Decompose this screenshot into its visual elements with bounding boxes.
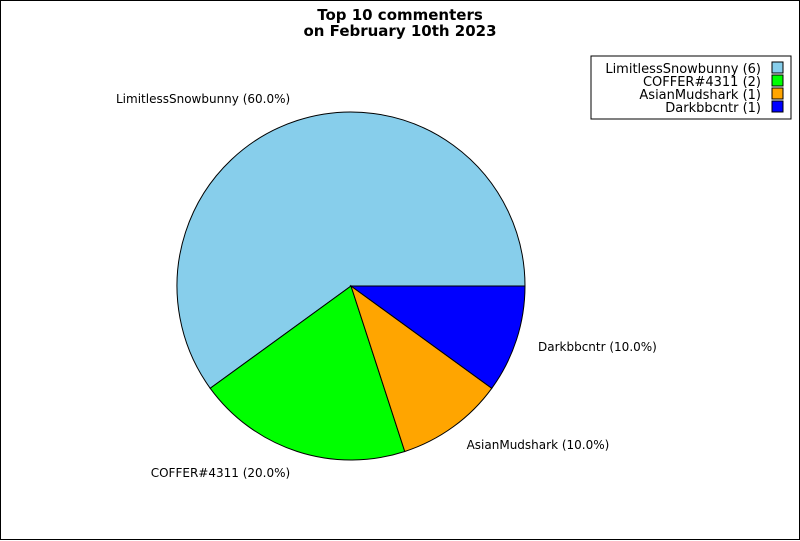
legend-swatch-asianmudshark xyxy=(771,87,784,100)
legend-swatch-darkbbcntr xyxy=(771,100,784,113)
slice-label-coffer-4311: COFFER#4311 (20.0%) xyxy=(151,466,290,480)
pie-slice-coffer-4311 xyxy=(209,285,406,461)
legend-label-darkbbcntr: Darkbbcntr (1) xyxy=(665,101,761,116)
chart-title-line-1: Top 10 commenters xyxy=(317,6,483,24)
pie-slice-darkbbcntr xyxy=(349,285,526,389)
legend-label-asianmudshark: AsianMudshark (1) xyxy=(639,88,761,103)
slice-label-darkbbcntr: Darkbbcntr (10.0%) xyxy=(538,340,657,354)
pie-slice-limitlesssnowbunny xyxy=(176,111,526,389)
legend-box xyxy=(590,55,792,120)
slice-label-limitlesssnowbunny: LimitlessSnowbunny (60.0%) xyxy=(116,92,290,106)
legend-label-coffer-4311: COFFER#4311 (2) xyxy=(643,75,761,90)
chart-title-line-2: on February 10th 2023 xyxy=(303,22,496,40)
pie-slices xyxy=(176,111,526,461)
slice-labels: LimitlessSnowbunny (60.0%) COFFER#4311 (2… xyxy=(116,92,657,480)
legend-swatch-coffer-4311 xyxy=(771,74,784,87)
pie-slice-asianmudshark xyxy=(350,284,493,453)
legend: LimitlessSnowbunny (6)COFFER#4311 (2)Asi… xyxy=(590,55,792,120)
slice-label-asianmudshark: AsianMudshark (10.0%) xyxy=(467,438,610,452)
legend-label-limitlesssnowbunny: LimitlessSnowbunny (6) xyxy=(605,62,761,77)
legend-swatch-limitlesssnowbunny xyxy=(771,61,784,74)
